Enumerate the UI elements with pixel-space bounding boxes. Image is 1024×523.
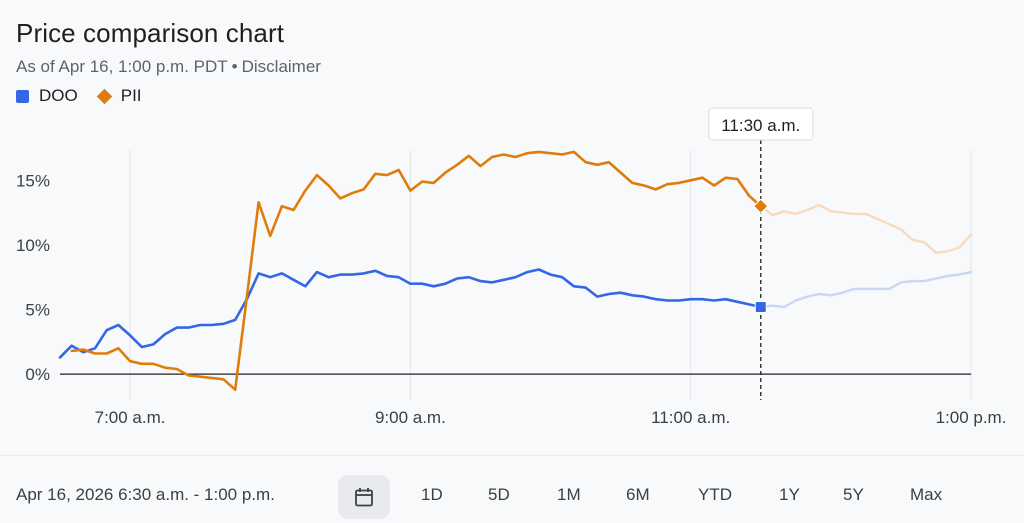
hover-marker-doo (754, 300, 767, 313)
period-1y[interactable]: 1Y (779, 485, 800, 504)
series-line-doo (58, 268, 763, 359)
legend-square-icon (16, 89, 29, 103)
period-1m[interactable]: 1M (557, 485, 581, 504)
disclaimer-link[interactable]: Disclaimer (241, 57, 321, 76)
date-range: Apr 16, 2026 6:30 a.m. - 1:00 p.m. (16, 485, 275, 504)
chart-footer: Apr 16, 2026 6:30 a.m. - 1:00 p.m. 1D 5D… (0, 456, 1024, 523)
legend-item-pii[interactable]: PII (96, 86, 142, 106)
period-6m[interactable]: 6M (626, 485, 650, 504)
footer-divider (0, 455, 1024, 456)
chart-legend: DOO PII (16, 86, 162, 106)
period-max[interactable]: Max (910, 485, 943, 504)
series-line-faded-pii (759, 203, 973, 254)
calendar-icon (355, 488, 373, 507)
hover-tooltip-label: 11:30 a.m. (721, 116, 800, 135)
x-tick-label: 1:00 p.m. (936, 408, 1007, 427)
calendar-button[interactable] (338, 475, 390, 519)
hover-tooltip-box (708, 107, 814, 141)
y-tick-label: 10% (16, 236, 50, 255)
series-line-faded-doo (759, 270, 973, 309)
x-tick-label: 9:00 a.m. (375, 408, 446, 427)
y-tick-label: 15% (16, 171, 50, 190)
period-5y[interactable]: 5Y (843, 485, 864, 504)
subtitle: As of Apr 16, 1:00 p.m. PDT • Disclaimer (16, 57, 321, 77)
period-ytd[interactable]: YTD (698, 485, 732, 504)
period-5d[interactable]: 5D (488, 485, 510, 504)
y-tick-label: 0% (25, 365, 50, 384)
price-chart[interactable]: 7:00 a.m. 9:00 a.m. 11:00 a.m. 1:00 p.m. 0% 5… (0, 0, 1024, 455)
legend-label: PII (120, 86, 142, 105)
legend-label: DOO (39, 86, 78, 105)
legend-item-doo[interactable]: DOO (16, 86, 78, 106)
x-tick-label: 7:00 a.m. (95, 408, 166, 427)
page-title: Price comparison chart (16, 18, 285, 48)
period-1d[interactable]: 1D (421, 485, 443, 504)
series-line-pii (70, 150, 763, 391)
y-tick-label: 5% (25, 301, 50, 320)
hover-marker-pii (753, 198, 769, 214)
as-of-text: As of Apr 16, 1:00 p.m. PDT (16, 57, 228, 76)
subtitle-separator: • (231, 57, 238, 76)
x-tick-label: 11:00 a.m. (651, 408, 730, 427)
